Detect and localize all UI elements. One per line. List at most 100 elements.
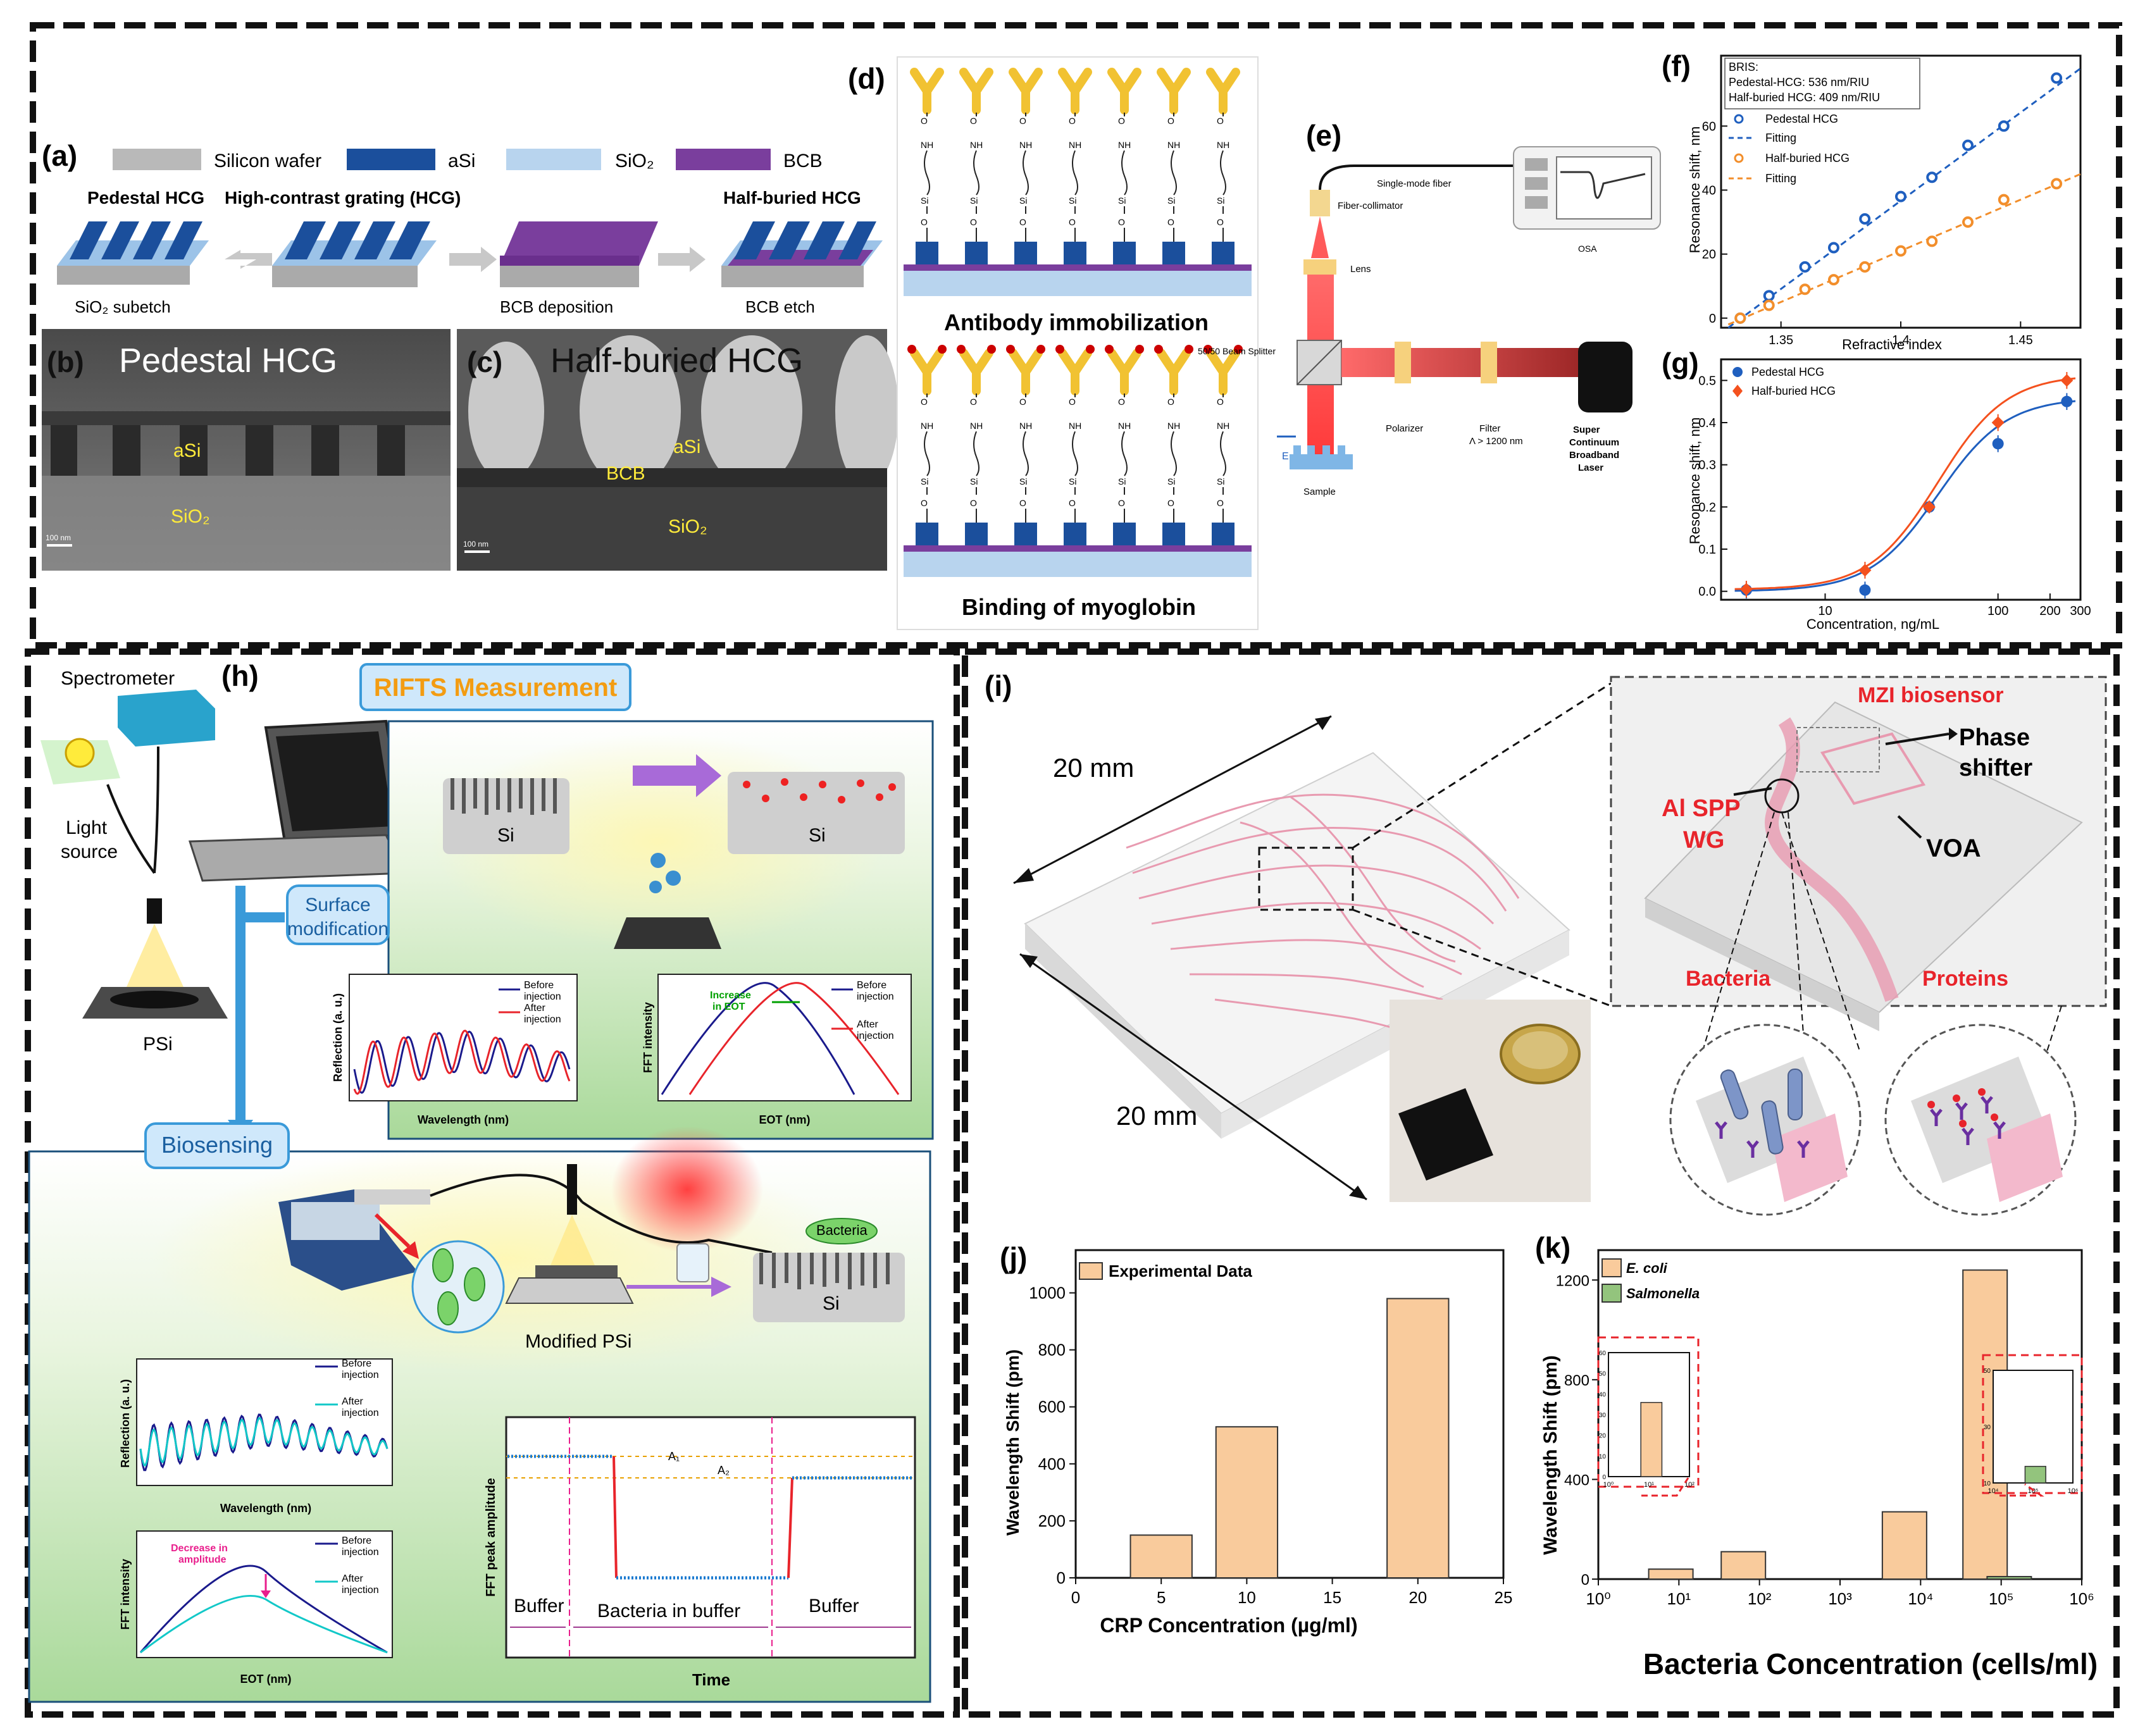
legend-k-ecoli: E. coli	[1626, 1260, 1668, 1276]
h-eot-axis-2: EOT (nm)	[240, 1673, 292, 1685]
linker-atom-1: NH	[1217, 421, 1229, 431]
label-buffer-1: Buffer	[514, 1596, 564, 1616]
linker-atom-2: Si	[1167, 195, 1175, 206]
linker-chain	[1121, 394, 1128, 524]
chart-f-point	[1926, 235, 1938, 247]
asi-post	[965, 242, 988, 264]
chart-j-ytick-label: 0	[1057, 1568, 1066, 1587]
chart-k-inset-xtick: 10⁰	[1603, 1481, 1614, 1489]
panel-g-tag: (g)	[1662, 347, 1699, 380]
probe-head	[147, 898, 162, 924]
linker-atom-0: O	[1118, 397, 1125, 407]
chart-f-annotation-1: Pedestal-HCG: 536 nm/RIU	[1729, 76, 1869, 89]
chart-g-frame	[1720, 358, 2082, 601]
label-si-2: Si	[809, 825, 826, 846]
antibody-icon	[1157, 68, 1191, 115]
chart-k-inset-ytick: 50	[1599, 1371, 1607, 1378]
linker-chain	[1023, 113, 1029, 243]
antibody-icon	[1206, 349, 1240, 395]
chart-k-ytick-label: 800	[1564, 1372, 1589, 1389]
antigen-icon	[907, 345, 916, 354]
chart-k-xtick-label: 10⁰	[1586, 1589, 1610, 1608]
h-fft-axis-2: FFT intensity	[119, 1559, 132, 1630]
legend-f-fit-2: Fitting	[1765, 172, 1796, 185]
legend-after-3a: After	[342, 1396, 363, 1407]
panel-d: (d) ONHSiOONHSiOONHSiOONHSiOONHSiOONHSiO…	[848, 56, 1259, 630]
supercontinuum-laser	[1578, 342, 1632, 412]
linker-atom-2: Si	[1118, 476, 1126, 487]
chart-f-point	[1895, 190, 1906, 202]
linker-atom-3: O	[1167, 498, 1174, 508]
linker-atom-0: O	[970, 116, 977, 126]
antibody-array-bottom: O NH Si O O NH Si O O NH Si O O NH Si O O NH Si O O NH Si O O NH S…	[907, 345, 1243, 545]
panel-d-tag: (d)	[848, 62, 885, 95]
asi-post	[1113, 523, 1136, 545]
h-fft-axis-1: FFT intensity	[642, 1002, 654, 1073]
chart-f-point	[1926, 171, 1938, 183]
chart-j-xtick-label: 5	[1157, 1588, 1166, 1607]
legend-before-1b: injection	[524, 991, 561, 1002]
fiber-collimator	[1310, 190, 1330, 216]
linker-atom-2: Si	[1217, 476, 1224, 487]
chart-f-xtick-label: 1.35	[1769, 333, 1793, 347]
panel-e-tag: (e)	[1306, 119, 1341, 152]
label-filter-spec: Λ > 1200 nm	[1469, 436, 1523, 447]
chart-j-bar	[1129, 1534, 1193, 1579]
beaker	[676, 1243, 709, 1282]
laser-line-4: Laser	[1578, 462, 1603, 473]
chart-k-inset-ytick: 0	[1602, 1474, 1606, 1481]
si-substrate-2	[728, 772, 905, 854]
antibody-array-top: O NH Si O O NH Si O O NH Si O O NH Si O O NH Si O O NH Si O O NH S…	[910, 68, 1240, 264]
caption-bcb-deposition: BCB deposition	[500, 297, 613, 316]
antibody-icon	[959, 68, 993, 115]
asi-post	[1212, 242, 1234, 264]
chart-f-point	[1827, 274, 1839, 286]
linker-atom-0: O	[1118, 116, 1125, 126]
antigen-icon	[1006, 345, 1015, 354]
beam-cone	[1311, 216, 1329, 258]
legend-asi: aSi	[448, 151, 475, 171]
h-fft-peak-axis: FFT peak amplitude	[484, 1478, 498, 1597]
chart-g-point	[2060, 374, 2074, 387]
chart-g-xtick-label: 100	[1987, 604, 2008, 618]
chart-k-inset-highlight	[1597, 1336, 1700, 1488]
chart-j-ytick-label: 400	[1038, 1454, 1066, 1473]
scale-bar-c: 100 nm	[463, 540, 488, 549]
chart-j-bar	[1215, 1426, 1279, 1578]
linker-atom-3: O	[1069, 217, 1076, 227]
linker-atom-0: O	[1069, 397, 1076, 407]
chart-j-xtick-label: 15	[1323, 1588, 1341, 1607]
linker-atom-2: Si	[1167, 476, 1175, 487]
chart-g-point	[1992, 438, 2004, 450]
legend-before-2a: Before	[857, 980, 886, 991]
linker-chain	[1171, 394, 1177, 524]
linker-atom-1: NH	[1118, 421, 1131, 431]
panel-b-title: Pedestal HCG	[119, 342, 337, 380]
linker-chain	[1121, 113, 1128, 243]
label-beam-splitter: 50/50 Beam Splitter	[1198, 346, 1276, 356]
linker-atom-2: Si	[921, 195, 928, 206]
antibody-icon	[959, 349, 993, 395]
chart-f-point	[1859, 261, 1871, 273]
panel-c-title: Half-buried HCG	[550, 342, 803, 380]
linker-atom-3: O	[970, 217, 977, 227]
linker-atom-0: O	[970, 397, 977, 407]
si-substrate-3	[753, 1253, 905, 1322]
chart-j-xlabel: CRP Concentration (µg/ml)	[1100, 1614, 1357, 1637]
arrow-left	[225, 250, 272, 269]
dim-top: 20 mm	[1053, 753, 1134, 783]
chart-k-inset-ytick: 30	[1984, 1424, 1991, 1431]
chart-g-point	[1922, 500, 1936, 514]
chart-k-inset-ytick: 40	[1599, 1391, 1607, 1398]
bulb-icon	[65, 738, 95, 768]
linker-atom-0: O	[921, 397, 928, 407]
chart-g-ytick-label: 0.5	[1698, 374, 1716, 388]
legend-before-4b: injection	[342, 1547, 379, 1558]
fft-before-curve	[661, 982, 855, 1095]
chart-j-xtick-label: 0	[1071, 1588, 1080, 1607]
chart-f-ytick-label: 0	[1709, 312, 1716, 326]
linker-atom-1: NH	[1019, 421, 1032, 431]
label-mzi-biosensor: MZI biosensor	[1858, 683, 2003, 707]
chart-f-point	[1827, 242, 1839, 254]
chart-k-inset-ytick: 30	[1599, 1412, 1607, 1419]
